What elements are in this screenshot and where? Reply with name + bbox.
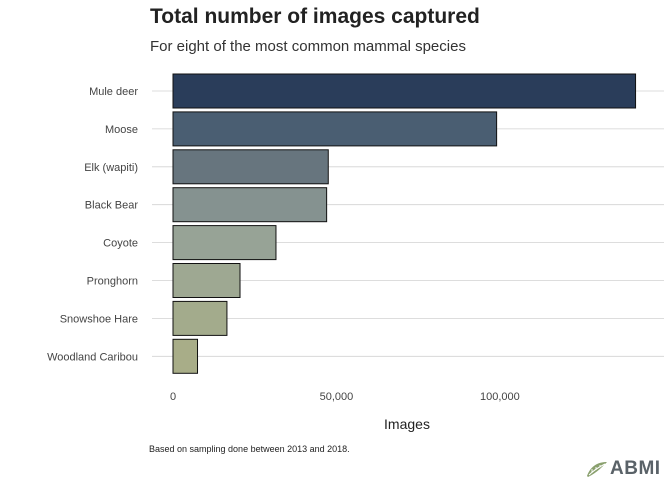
bar-chart: Mule deer Moose Elk (wapiti) Black Bear Coyo… — [47, 73, 664, 432]
bar — [172, 225, 277, 261]
bar — [172, 149, 329, 185]
bar — [172, 187, 328, 223]
bar — [172, 263, 241, 298]
x-tick-label: 50,000 — [320, 391, 354, 403]
y-tick-label: Black Bear — [85, 200, 139, 212]
x-tick-label: 100,000 — [480, 391, 520, 403]
abmi-logo: ABMI — [586, 458, 661, 480]
bar — [172, 338, 199, 374]
x-tick-label: 0 — [170, 391, 176, 403]
bar — [172, 73, 637, 109]
y-tick-label: Coyote — [103, 238, 138, 250]
abmi-leaf-icon — [587, 462, 607, 477]
chart-subtitle: For eight of the most common mammal spec… — [150, 38, 466, 55]
abmi-logo-text: ABMI — [610, 458, 661, 479]
chart-caption: Based on sampling done between 2013 and … — [149, 444, 350, 454]
chart-title: Total number of images captured — [150, 5, 480, 28]
y-tick-label: Pronghorn — [87, 276, 138, 288]
x-axis-label: Images — [384, 416, 430, 432]
bar — [172, 300, 228, 336]
y-tick-label: Mule deer — [89, 86, 138, 98]
y-tick-label: Woodland Caribou — [47, 351, 138, 363]
y-tick-label: Moose — [105, 124, 138, 136]
y-tick-label: Snowshoe Hare — [60, 313, 138, 325]
y-tick-label: Elk (wapiti) — [84, 162, 138, 174]
bar — [172, 111, 498, 147]
